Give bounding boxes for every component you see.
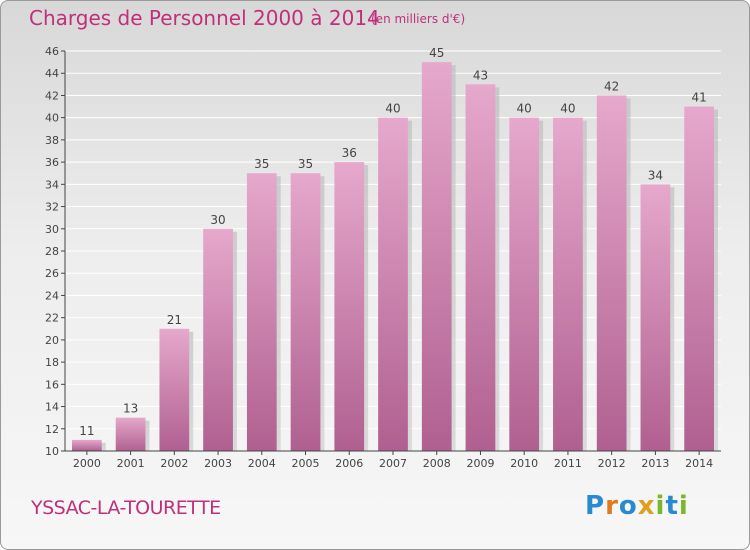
chart-title: Charges de Personnel 2000 à 2014 <box>29 6 380 30</box>
proxiti-logo: Proxiti <box>585 491 689 521</box>
x-tick-label: 2001 <box>117 457 145 470</box>
bar-2006 <box>334 162 365 451</box>
x-tick-label: 2010 <box>510 457 538 470</box>
data-label: 43 <box>473 68 488 82</box>
data-label: 40 <box>385 102 400 116</box>
y-tick-label: 20 <box>45 334 59 347</box>
y-tick-label: 40 <box>45 112 59 125</box>
chart-subtitle: (en milliers d'€) <box>371 12 466 26</box>
bar-2000 <box>71 439 102 451</box>
y-tick-label: 12 <box>45 423 59 436</box>
x-tick-label: 2002 <box>160 457 188 470</box>
logo-letter: i <box>655 491 666 521</box>
logo-letter: o <box>618 491 638 521</box>
data-label: 34 <box>648 168 663 182</box>
bar-2014 <box>684 106 715 452</box>
y-tick-label: 34 <box>45 178 59 191</box>
y-tick-label: 30 <box>45 223 59 236</box>
data-label: 41 <box>691 91 706 105</box>
bar-2009 <box>465 84 496 451</box>
y-tick-label: 26 <box>45 267 59 280</box>
logo-letter: i <box>678 491 689 521</box>
data-label: 11 <box>79 424 94 438</box>
bar-2001 <box>115 417 146 451</box>
x-tick-label: 2007 <box>379 457 407 470</box>
bar-2003 <box>203 228 233 451</box>
data-label: 21 <box>167 313 182 327</box>
logo-letter: x <box>637 491 656 521</box>
y-tick-label: 46 <box>45 45 59 58</box>
x-tick-label: 2013 <box>641 457 669 470</box>
y-tick-label: 38 <box>45 134 59 147</box>
data-label: 40 <box>517 102 532 116</box>
x-tick-label: 2014 <box>685 457 713 470</box>
y-tick-label: 14 <box>45 401 59 414</box>
logo-letter: P <box>585 491 606 521</box>
bar-2011 <box>553 117 583 452</box>
y-tick-label: 42 <box>45 89 59 102</box>
y-tick-label: 44 <box>45 67 59 80</box>
y-tick-label: 24 <box>45 289 59 302</box>
bar-2013 <box>640 184 671 452</box>
x-tick-label: 2006 <box>335 457 363 470</box>
data-label: 42 <box>604 79 619 93</box>
bar-2008 <box>421 62 452 451</box>
data-label: 35 <box>254 157 269 171</box>
x-tick-label: 2009 <box>466 457 494 470</box>
bar-2002 <box>159 328 190 451</box>
data-label: 36 <box>342 146 357 160</box>
bar-2004 <box>246 173 277 451</box>
x-tick-label: 2011 <box>554 457 582 470</box>
y-tick-label: 16 <box>45 378 59 391</box>
y-tick-label: 36 <box>45 156 59 169</box>
x-tick-label: 2000 <box>73 457 101 470</box>
x-tick-label: 2005 <box>292 457 320 470</box>
y-tick-label: 18 <box>45 356 59 369</box>
data-label: 40 <box>560 102 575 116</box>
bar-2007 <box>378 117 408 452</box>
bar-2012 <box>596 95 627 451</box>
logo-letter: t <box>665 491 679 521</box>
data-label: 45 <box>429 46 444 60</box>
x-tick-label: 2012 <box>598 457 626 470</box>
y-tick-label: 22 <box>45 312 59 325</box>
y-tick-label: 28 <box>45 245 59 258</box>
y-tick-label: 32 <box>45 201 59 214</box>
x-tick-label: 2008 <box>423 457 451 470</box>
x-tick-label: 2004 <box>248 457 276 470</box>
data-label: 30 <box>210 213 225 227</box>
bars: 11 13 21 30 35 35 36 40 45 43 40 40 42 34 41 <box>71 46 719 452</box>
logo-letter: r <box>605 491 619 521</box>
data-label: 35 <box>298 157 313 171</box>
commune-name: YSSAC-LA-TOURETTE <box>31 497 221 519</box>
x-tick-label: 2003 <box>204 457 232 470</box>
axes: 10 12 14 16 18 20 22 24 26 28 30 32 34 36 38 40 42 44 46 20… <box>45 45 721 470</box>
bar-2010 <box>509 117 540 452</box>
data-label: 13 <box>123 402 138 416</box>
bar-2005 <box>290 173 321 451</box>
y-tick-label: 10 <box>45 445 59 458</box>
